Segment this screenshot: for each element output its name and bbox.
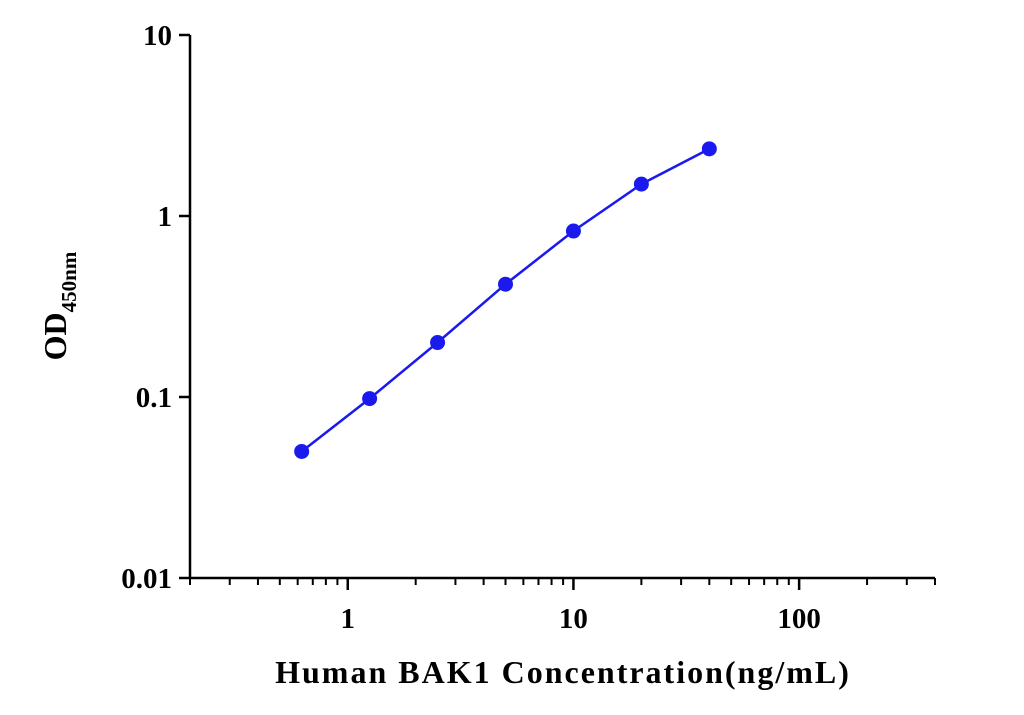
data-point — [497, 276, 513, 292]
series-line — [300, 147, 710, 453]
data-point — [701, 141, 717, 157]
y-axis-label-sub: 450nm — [57, 251, 81, 312]
x-tick-label: 1 — [340, 603, 355, 635]
data-point — [565, 223, 581, 239]
y-axis-label-group: OD450nm — [37, 251, 81, 360]
y-axis-label-main: OD — [37, 312, 73, 360]
data-point — [362, 391, 378, 407]
x-tick-label: 10 — [559, 603, 588, 635]
data-point — [430, 335, 446, 351]
y-tick-label: 10 — [143, 20, 172, 52]
data-point — [633, 176, 649, 192]
x-tick-label: 100 — [777, 603, 821, 635]
y-tick-label: 0.01 — [121, 563, 172, 595]
y-axis-label: OD450nm — [37, 251, 81, 360]
x-axis-label: Human BAK1 Concentration(ng/mL) — [275, 654, 851, 690]
y-tick-label: 1 — [158, 201, 173, 233]
data-point — [294, 443, 310, 459]
y-tick-label: 0.1 — [136, 382, 172, 414]
